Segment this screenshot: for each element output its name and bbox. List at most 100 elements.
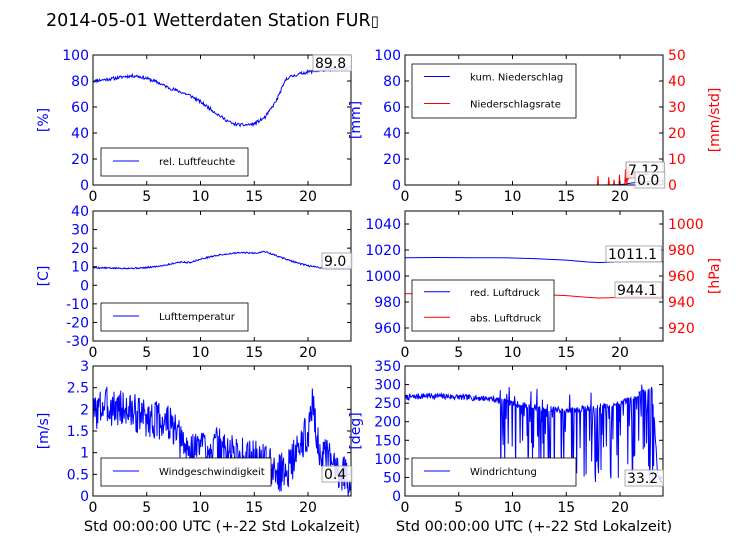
y-axis-label: [%]: [36, 108, 52, 132]
legend-box: [411, 63, 577, 119]
value-readout: 89.8: [315, 56, 346, 72]
y-tick-label: 40: [71, 204, 89, 220]
y-tick-label: 1.5: [67, 424, 89, 440]
value-readout: 1011.1: [608, 247, 657, 263]
legend-label: Windgeschwindigkeit: [159, 467, 265, 478]
legend: Windrichtung: [411, 457, 577, 487]
x-tick-label: 0: [401, 189, 410, 205]
legend-label: red. Luftdruck: [470, 288, 540, 299]
y-tick-label: 60: [71, 100, 89, 116]
y-tick-label: 1040: [365, 217, 401, 233]
y-right-tick-label: 30: [668, 100, 686, 116]
y-tick-label: 100: [62, 48, 89, 64]
y-tick-label: 40: [383, 126, 401, 142]
y-tick-label: 2: [80, 402, 89, 418]
y-right-tick-label: 960: [668, 269, 695, 285]
value-readout: 944.1: [617, 283, 657, 299]
legend: kum. Niederschlag Niederschlagsrate: [411, 63, 577, 119]
plot-frame: [404, 365, 664, 497]
value-readout-box: [605, 245, 662, 263]
x-tick-label: 20: [611, 345, 629, 361]
legend-box: [100, 457, 272, 487]
series-line-precipitation-1: [405, 161, 663, 185]
y-tick-label: 980: [374, 295, 401, 311]
x-tick-label: 5: [142, 189, 151, 205]
legend-label: Windrichtung: [470, 467, 537, 478]
legend-label: Niederschlagsrate: [470, 100, 561, 111]
y-right-tick-label: 940: [668, 295, 695, 311]
value-readout: 0.4: [324, 467, 346, 483]
x-tick-label: 5: [142, 500, 151, 516]
y-right-axis-label: [hPa]: [707, 258, 723, 294]
y-right-tick-label: 920: [668, 321, 695, 337]
x-tick-label: 15: [245, 345, 263, 361]
y-tick-label: 80: [71, 74, 89, 90]
x-tick-label: 10: [504, 189, 522, 205]
y-tick-label: 300: [374, 378, 401, 394]
y-right-tick-label: 0: [668, 178, 677, 194]
y-tick-label: 50: [383, 470, 401, 486]
panel-humidity: 0 5 10 15 20 0 20 40 60 80 100 [%] rel. Luftfeuchte 8…: [36, 48, 352, 205]
y-tick-label: 10: [71, 260, 89, 276]
y-right-tick-label: 40: [668, 74, 686, 90]
x-tick-label: 10: [192, 189, 210, 205]
value-readout-box: [321, 465, 353, 483]
value-readout-box: [624, 469, 664, 487]
legend-label: abs. Luftdruck: [470, 313, 541, 324]
panel-windspeed: 0 5 10 15 20 0 0.5 1 1.5 2 2.5 3 [m/s] Std 00:00:00 U…: [36, 359, 360, 535]
y-tick-label: 200: [374, 415, 401, 431]
x-tick-label: 20: [611, 189, 629, 205]
y-tick-label: 0: [392, 178, 401, 194]
x-tick-label: 0: [401, 500, 410, 516]
y-tick-label: 1: [80, 446, 89, 462]
figure-title: 2014-05-01 Wetterdaten Station FUR▯: [46, 11, 379, 31]
y-tick-label: 3: [80, 359, 89, 375]
y-tick-label: 150: [374, 433, 401, 449]
legend-box: [100, 147, 249, 177]
value-readout: 9.0: [324, 254, 346, 270]
y-tick-label: 20: [71, 152, 89, 168]
y-tick-label: 1000: [365, 269, 401, 285]
legend-label: kum. Niederschlag: [470, 73, 563, 84]
y-tick-label: -20: [66, 315, 89, 331]
x-tick-label: 15: [557, 345, 575, 361]
legend: red. Luftdruck abs. Luftdruck: [411, 279, 555, 332]
panel-temperature: 0 5 10 15 20 -30 -20 -10 0 10 20 30 40 [C] Lufttempera…: [36, 204, 353, 361]
y-tick-label: 0: [80, 489, 89, 505]
x-tick-label: 10: [192, 345, 210, 361]
y-tick-label: 0: [392, 489, 401, 505]
x-tick-label: 0: [401, 345, 410, 361]
y-tick-label: 60: [383, 100, 401, 116]
x-tick-label: 5: [142, 345, 151, 361]
y-tick-label: 40: [71, 126, 89, 142]
plot-frame: [92, 54, 352, 186]
x-tick-label: 20: [299, 189, 317, 205]
y-right-tick-label: 980: [668, 243, 695, 259]
y-tick-label: 100: [374, 452, 401, 468]
y-tick-label: 20: [383, 152, 401, 168]
y-tick-label: 2.5: [67, 381, 89, 397]
y-tick-label: 20: [71, 241, 89, 257]
y-tick-label: 250: [374, 396, 401, 412]
series-line-temperature-0: [93, 250, 351, 270]
x-tick-label: 5: [454, 500, 463, 516]
plot-frame: [92, 210, 352, 342]
panel-precipitation: 0 5 10 15 20 0 20 40 60 80 100 0 10 20 30 40 50 [mm] [mm/s…: [348, 48, 723, 205]
y-tick-label: 0: [80, 278, 89, 294]
y-tick-label: 100: [374, 48, 401, 64]
legend-box: [411, 279, 555, 332]
legend-label: Lufttemperatur: [159, 312, 236, 323]
x-tick-label: 10: [504, 500, 522, 516]
y-axis-label: [deg]: [348, 412, 364, 449]
x-axis-label: Std 00:00:00 UTC (+-22 Std Lokalzeit): [396, 519, 672, 535]
panel-pressure: 0 5 10 15 20 960 980 1000 1020 1040 920 940 960 980 10…: [365, 210, 723, 361]
y-axis-label: [m/s]: [36, 413, 52, 450]
y-tick-label: 350: [374, 359, 401, 375]
legend: Lufttemperatur: [100, 302, 249, 332]
legend-box: [411, 457, 577, 487]
value-readout-box: [614, 281, 663, 299]
legend: rel. Luftfeuchte: [100, 147, 249, 177]
